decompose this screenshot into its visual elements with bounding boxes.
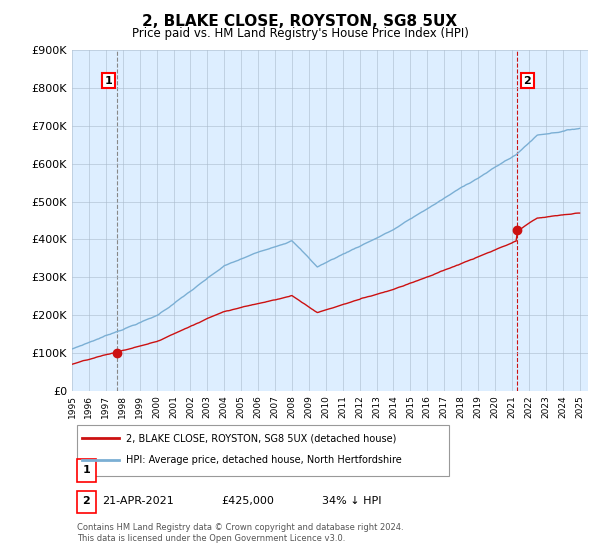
- Text: 2, BLAKE CLOSE, ROYSTON, SG8 5UX: 2, BLAKE CLOSE, ROYSTON, SG8 5UX: [142, 14, 458, 29]
- FancyBboxPatch shape: [77, 459, 95, 482]
- Text: 2002: 2002: [186, 395, 195, 418]
- Text: 2001: 2001: [169, 395, 178, 418]
- Text: Contains HM Land Registry data © Crown copyright and database right 2024.
This d: Contains HM Land Registry data © Crown c…: [77, 523, 404, 543]
- Text: 1997: 1997: [101, 395, 110, 418]
- Text: 22-AUG-1997: 22-AUG-1997: [103, 465, 177, 475]
- Text: 2023: 2023: [541, 395, 550, 418]
- Text: 2015: 2015: [406, 395, 415, 418]
- Text: 1995: 1995: [67, 395, 77, 418]
- Text: 34% ↓ HPI: 34% ↓ HPI: [322, 496, 382, 506]
- Text: 2011: 2011: [338, 395, 347, 418]
- Text: 1: 1: [104, 76, 112, 86]
- Text: 2008: 2008: [287, 395, 296, 418]
- Text: 1999: 1999: [135, 395, 144, 418]
- Text: 2, BLAKE CLOSE, ROYSTON, SG8 5UX (detached house): 2, BLAKE CLOSE, ROYSTON, SG8 5UX (detach…: [126, 433, 397, 443]
- Text: 2019: 2019: [473, 395, 482, 418]
- Text: 2009: 2009: [304, 395, 313, 418]
- Text: 2007: 2007: [271, 395, 280, 418]
- Text: 2025: 2025: [575, 395, 584, 418]
- Text: 2003: 2003: [203, 395, 212, 418]
- Text: 2004: 2004: [220, 395, 229, 418]
- Text: 2020: 2020: [490, 395, 499, 418]
- FancyBboxPatch shape: [77, 491, 95, 513]
- Text: 28% ↓ HPI: 28% ↓ HPI: [322, 465, 382, 475]
- Text: 2000: 2000: [152, 395, 161, 418]
- Text: £425,000: £425,000: [221, 496, 274, 506]
- Text: 2010: 2010: [321, 395, 330, 418]
- Text: 2024: 2024: [558, 395, 567, 418]
- Text: 2021: 2021: [508, 395, 517, 418]
- Text: Price paid vs. HM Land Registry's House Price Index (HPI): Price paid vs. HM Land Registry's House …: [131, 27, 469, 40]
- Text: 2: 2: [523, 76, 531, 86]
- Text: 2: 2: [83, 496, 90, 506]
- Text: 2013: 2013: [372, 395, 381, 418]
- Text: 2012: 2012: [355, 395, 364, 418]
- Text: 2017: 2017: [440, 395, 449, 418]
- Text: 1998: 1998: [118, 395, 127, 418]
- Text: 1: 1: [83, 465, 90, 475]
- Text: 2018: 2018: [457, 395, 466, 418]
- FancyBboxPatch shape: [77, 426, 449, 476]
- Text: 21-APR-2021: 21-APR-2021: [103, 496, 174, 506]
- Text: 2014: 2014: [389, 395, 398, 418]
- Text: 1996: 1996: [85, 395, 94, 418]
- Text: £99,995: £99,995: [221, 465, 267, 475]
- Text: 2016: 2016: [423, 395, 432, 418]
- Text: HPI: Average price, detached house, North Hertfordshire: HPI: Average price, detached house, Nort…: [126, 455, 402, 465]
- Text: 2006: 2006: [254, 395, 263, 418]
- Text: 2005: 2005: [236, 395, 245, 418]
- Text: 2022: 2022: [524, 395, 533, 418]
